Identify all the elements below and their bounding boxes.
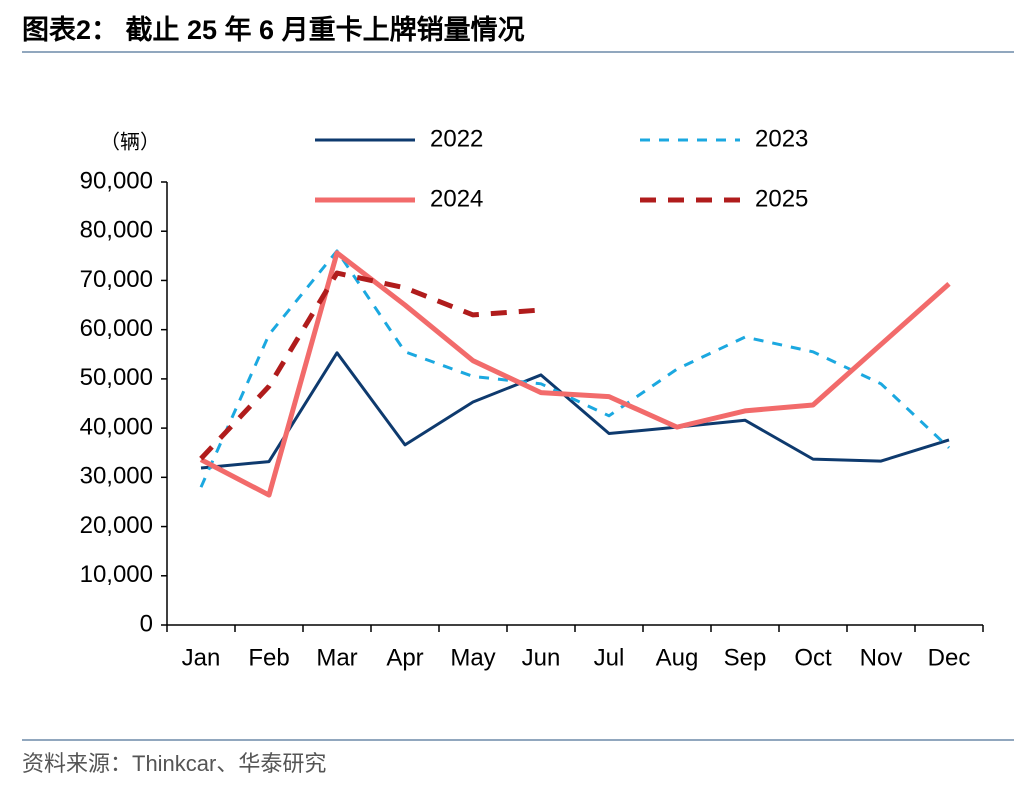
y-tick-label: 20,000 [80,512,153,539]
legend-label: 2025 [755,185,808,212]
source: 资料来源：Thinkcar、华泰研究 [22,751,326,776]
y-tick-label: 80,000 [80,217,153,244]
x-tick-label: Jan [182,644,221,671]
y-tick-label: 90,000 [80,167,153,194]
y-tick-label: 10,000 [80,561,153,588]
y-tick-label: 70,000 [80,266,153,293]
y-unit: （辆） [100,130,160,153]
x-tick-label: Feb [248,644,289,671]
x-tick-label: Jun [522,644,561,671]
series-line [199,249,951,488]
legend-label: 2023 [755,125,808,152]
y-tick-label: 30,000 [80,463,153,490]
chart-title: 图表2： 截止 25 年 6 月重卡上牌销量情况 [22,14,525,45]
x-tick-label: May [450,644,495,671]
series-line [200,351,950,470]
x-tick-label: Nov [860,644,903,671]
y-tick-label: 50,000 [80,364,153,391]
y-tick-label: 0 [140,610,153,637]
x-tick-label: Jul [594,644,625,671]
x-tick-label: Apr [386,644,423,671]
y-tick-label: 60,000 [80,315,153,342]
y-tick-label: 40,000 [80,413,153,440]
x-tick-label: Oct [794,644,832,671]
x-tick-label: Sep [724,644,767,671]
series-line [199,270,542,461]
x-tick-label: Mar [316,644,357,671]
legend-label: 2024 [430,185,483,212]
x-tick-label: Aug [656,644,699,671]
legend-label: 2022 [430,125,483,152]
x-tick-label: Dec [928,644,971,671]
